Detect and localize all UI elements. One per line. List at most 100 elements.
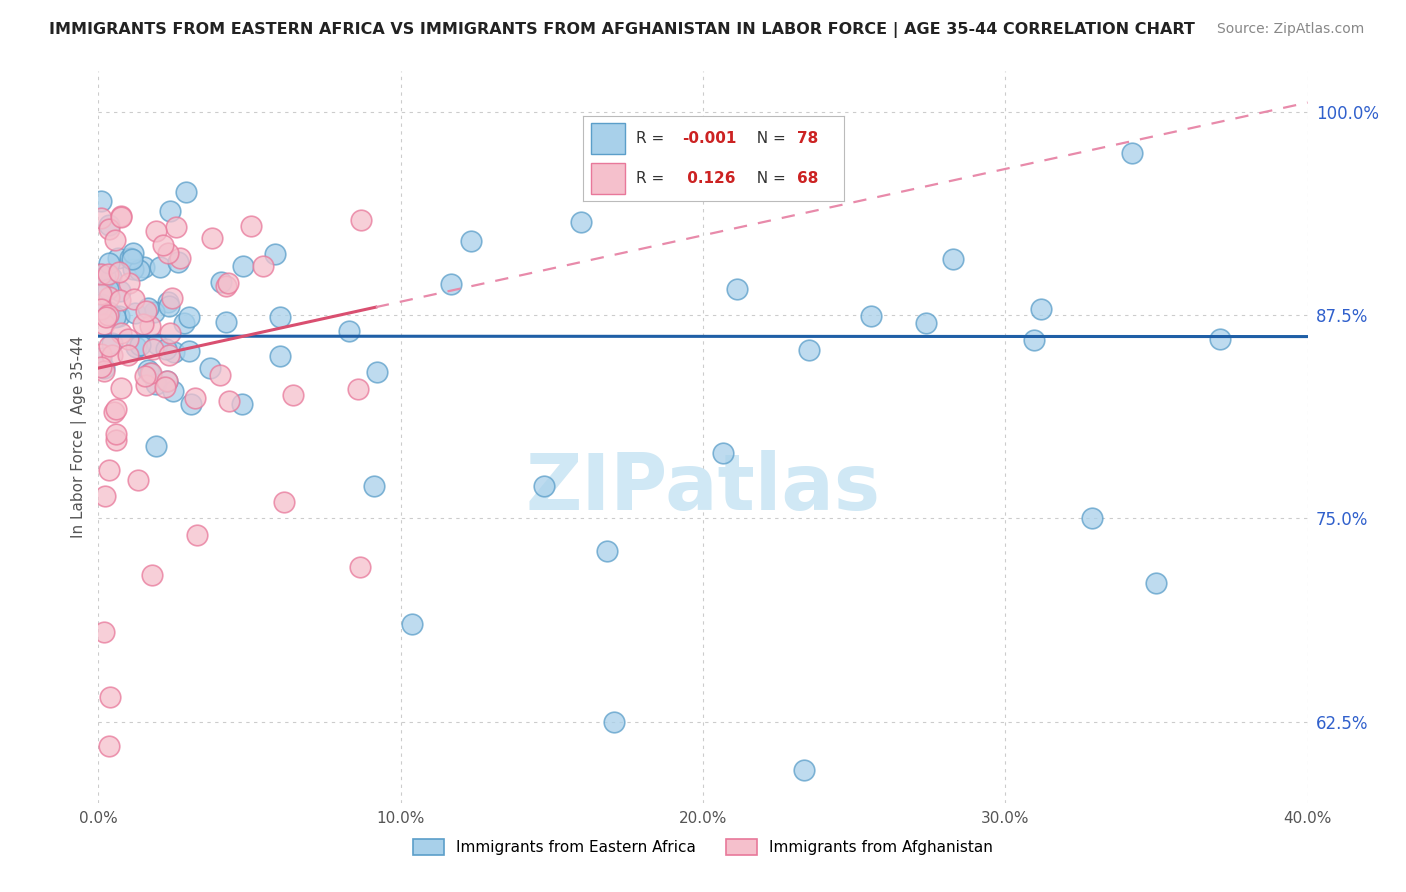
Point (173, 316, 195, 330)
Point (125, 340, 148, 354)
Point (1144, 576, 1167, 591)
Point (401, 617, 423, 632)
Point (177, 310, 200, 324)
Point (104, 233, 127, 247)
Point (797, 343, 820, 357)
Point (174, 185, 197, 199)
Point (1080, 511, 1102, 525)
Text: R =: R = (636, 170, 669, 186)
Point (98, 218, 121, 232)
Point (98, 305, 121, 319)
Point (157, 246, 180, 260)
Text: N =: N = (748, 131, 792, 146)
Point (94, 489, 117, 503)
Point (117, 347, 139, 361)
Point (184, 391, 207, 405)
Point (162, 345, 184, 359)
Point (165, 219, 187, 234)
Point (153, 380, 176, 394)
Point (93, 318, 115, 332)
Point (108, 284, 131, 298)
Point (108, 293, 131, 308)
Point (103, 405, 125, 419)
Point (90, 347, 112, 361)
Point (157, 295, 180, 310)
Point (264, 247, 287, 261)
Point (136, 301, 159, 316)
Point (118, 276, 141, 290)
Point (104, 433, 127, 447)
Point (200, 360, 222, 375)
Point (169, 251, 191, 265)
Point (98, 290, 121, 304)
Point (98, 222, 121, 236)
Point (134, 369, 156, 384)
Point (90, 287, 112, 301)
Point (117, 332, 139, 346)
Point (118, 251, 141, 265)
Point (252, 259, 274, 273)
Point (135, 303, 157, 318)
Point (215, 315, 238, 329)
Point (96, 308, 118, 322)
Point (90, 351, 112, 365)
Point (717, 129, 740, 144)
Point (1121, 145, 1143, 160)
Point (97, 267, 120, 281)
Text: 68: 68 (797, 170, 818, 186)
Point (139, 366, 162, 380)
Point (90, 267, 112, 281)
Point (124, 306, 146, 320)
Point (93, 268, 115, 283)
Point (90, 297, 112, 311)
Point (156, 374, 179, 388)
Point (101, 348, 124, 362)
Point (98, 462, 121, 476)
Point (859, 309, 882, 323)
Point (160, 291, 183, 305)
Point (1031, 301, 1053, 316)
Point (460, 234, 482, 248)
Point (218, 394, 240, 409)
Text: R =: R = (636, 131, 669, 146)
Bar (592, 123, 626, 154)
Point (1024, 333, 1046, 347)
Point (101, 335, 124, 350)
Text: N =: N = (748, 170, 792, 186)
Point (93, 364, 115, 378)
Point (97, 256, 120, 270)
Point (337, 324, 360, 338)
Point (1208, 332, 1230, 346)
Point (145, 377, 167, 392)
Point (215, 279, 238, 293)
Point (155, 374, 177, 388)
Point (110, 326, 132, 340)
Point (208, 368, 231, 382)
Point (90, 194, 112, 209)
Point (98, 690, 121, 705)
Point (127, 474, 149, 488)
Point (792, 764, 814, 778)
Text: 78: 78 (797, 131, 818, 146)
Point (104, 310, 127, 325)
Point (90, 359, 112, 374)
Point (177, 343, 200, 358)
Point (596, 544, 619, 558)
Point (122, 292, 145, 306)
Point (159, 326, 181, 340)
Point (108, 309, 131, 323)
Text: 0.126: 0.126 (682, 170, 735, 186)
Point (104, 427, 127, 442)
Point (141, 342, 163, 356)
Point (269, 350, 291, 364)
Point (231, 397, 253, 411)
Point (143, 305, 166, 319)
Point (128, 263, 150, 277)
Point (128, 338, 150, 352)
Point (108, 265, 131, 279)
Point (200, 231, 222, 245)
Point (96, 310, 118, 325)
Point (180, 397, 202, 411)
Point (93, 625, 115, 640)
Point (349, 560, 371, 574)
